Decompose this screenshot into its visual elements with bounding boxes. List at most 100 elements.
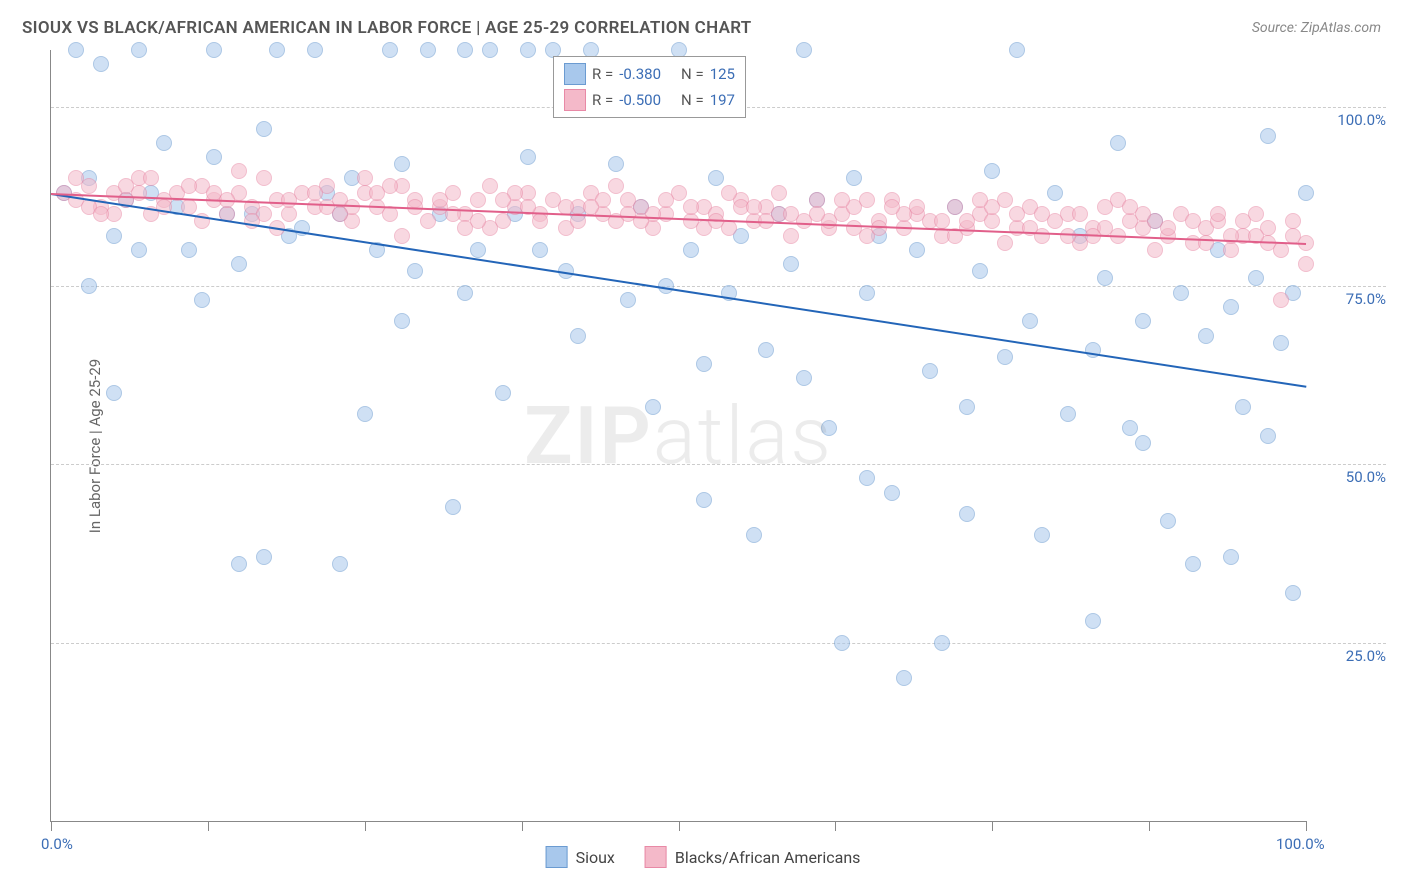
legend-swatch [564, 89, 586, 111]
scatter-point [256, 121, 272, 137]
x-tick [208, 821, 209, 831]
scatter-point [307, 185, 323, 201]
scatter-point [143, 170, 159, 186]
scatter-point [1122, 420, 1138, 436]
scatter-point [859, 192, 875, 208]
scatter-point [420, 42, 436, 58]
scatter-point [1034, 527, 1050, 543]
scatter-point [307, 42, 323, 58]
scatter-point [1260, 128, 1276, 144]
scatter-point [683, 242, 699, 258]
y-tick-label: 25.0% [1346, 647, 1386, 665]
scatter-point [859, 285, 875, 301]
scatter-point [457, 42, 473, 58]
scatter-point [783, 228, 799, 244]
scatter-point [1223, 242, 1239, 258]
scatter-point [984, 213, 1000, 229]
scatter-point [470, 192, 486, 208]
scatter-point [608, 156, 624, 172]
scatter-point [620, 206, 636, 222]
scatter-point [909, 199, 925, 215]
scatter-point [721, 185, 737, 201]
scatter-point [645, 399, 661, 415]
scatter-point [194, 292, 210, 308]
scatter-point [834, 192, 850, 208]
scatter-point [1034, 206, 1050, 222]
scatter-point [68, 42, 84, 58]
scatter-point [683, 199, 699, 215]
x-tick [1149, 821, 1150, 831]
r-value: -0.380 [619, 65, 661, 83]
scatter-point [81, 278, 97, 294]
scatter-point [256, 170, 272, 186]
scatter-point [93, 56, 109, 72]
scatter-point [934, 635, 950, 651]
scatter-point [821, 420, 837, 436]
scatter-point [231, 556, 247, 572]
scatter-point [1210, 206, 1226, 222]
scatter-point [1223, 299, 1239, 315]
scatter-point [934, 213, 950, 229]
watermark: ZIPatlas [524, 389, 833, 483]
scatter-point [909, 242, 925, 258]
scatter-point [1060, 406, 1076, 422]
chart-title: SIOUX VS BLACK/AFRICAN AMERICAN IN LABOR… [22, 18, 752, 38]
legend-swatch [645, 846, 667, 868]
bottom-legend-item: Blacks/African Americans [645, 846, 861, 868]
n-label: N = [681, 91, 704, 109]
scatter-point [1298, 256, 1314, 272]
scatter-point [231, 163, 247, 179]
scatter-point [1085, 613, 1101, 629]
scatter-point [834, 635, 850, 651]
scatter-point [520, 42, 536, 58]
scatter-point [809, 206, 825, 222]
scatter-point [783, 206, 799, 222]
scatter-point [783, 256, 799, 272]
scatter-point [1009, 42, 1025, 58]
scatter-point [1160, 220, 1176, 236]
gridline-horizontal [51, 464, 1386, 465]
watermark-light: atlas [653, 389, 833, 483]
scatter-point [1235, 399, 1251, 415]
scatter-point [972, 192, 988, 208]
scatter-point [1122, 199, 1138, 215]
scatter-point [1298, 185, 1314, 201]
y-tick-label: 50.0% [1346, 468, 1386, 486]
scatter-point [1285, 585, 1301, 601]
scatter-point [1047, 185, 1063, 201]
scatter-point [106, 385, 122, 401]
scatter-point [68, 170, 84, 186]
scatter-point [532, 242, 548, 258]
scatter-point [696, 492, 712, 508]
scatter-point [997, 235, 1013, 251]
bottom-legend-item: Sioux [546, 846, 615, 868]
legend-swatch [546, 846, 568, 868]
scatter-point [407, 263, 423, 279]
scatter-point [959, 213, 975, 229]
scatter-point [570, 328, 586, 344]
scatter-point [959, 506, 975, 522]
scatter-point [696, 356, 712, 372]
scatter-point [1072, 206, 1088, 222]
scatter-point [1135, 313, 1151, 329]
scatter-point [156, 135, 172, 151]
scatter-point [947, 199, 963, 215]
scatter-point [1235, 213, 1251, 229]
r-value: -0.500 [619, 91, 661, 109]
scatter-point [206, 42, 222, 58]
scatter-point [1185, 213, 1201, 229]
scatter-point [746, 199, 762, 215]
scatter-point [1273, 335, 1289, 351]
x-tick [51, 821, 52, 831]
scatter-point [846, 220, 862, 236]
scatter-point [846, 170, 862, 186]
scatter-point [1160, 513, 1176, 529]
scatter-point [206, 149, 222, 165]
scatter-point [1135, 435, 1151, 451]
legend-label: Sioux [576, 848, 615, 867]
x-tick-label: 0.0% [41, 835, 73, 853]
x-tick [992, 821, 993, 831]
scatter-point [658, 192, 674, 208]
trend-line [51, 193, 1306, 388]
n-value: 197 [710, 91, 735, 109]
